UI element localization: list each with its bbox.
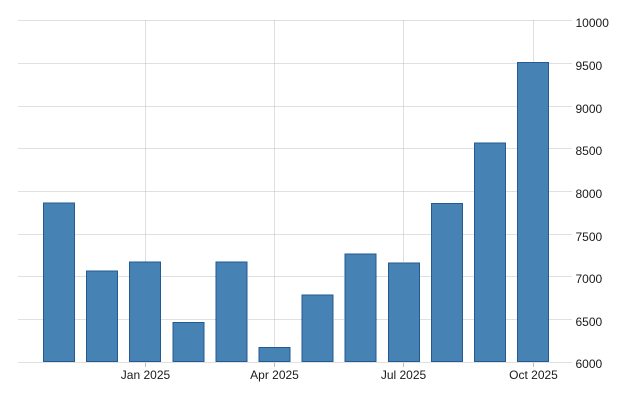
svg-text:8500: 8500: [576, 144, 603, 158]
svg-text:9500: 9500: [576, 59, 603, 73]
svg-text:6500: 6500: [576, 315, 603, 329]
svg-text:6000: 6000: [576, 357, 603, 371]
svg-text:Oct 2025: Oct 2025: [509, 368, 558, 382]
svg-text:7500: 7500: [576, 230, 603, 244]
svg-text:Apr 2025: Apr 2025: [250, 368, 299, 382]
svg-text:Jul 2025: Jul 2025: [381, 368, 427, 382]
svg-text:9000: 9000: [576, 102, 603, 116]
svg-text:Jan 2025: Jan 2025: [121, 368, 171, 382]
svg-text:8000: 8000: [576, 187, 603, 201]
svg-text:10000: 10000: [576, 16, 610, 30]
svg-text:7000: 7000: [576, 272, 603, 286]
